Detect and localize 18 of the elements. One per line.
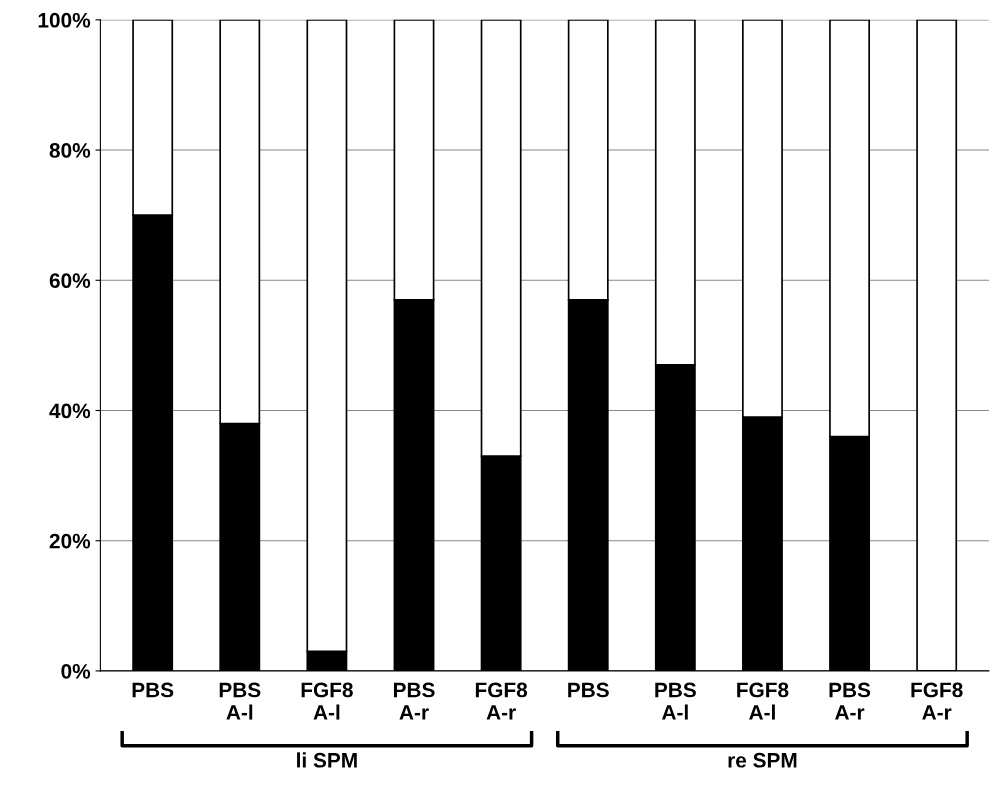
y-tick-label: 80% (49, 143, 91, 158)
y-tick-label: 0% (61, 663, 91, 679)
y-tick-label: 20% (49, 533, 91, 549)
y-tick-label: 100% (38, 12, 91, 28)
text: re SPM (728, 752, 797, 768)
x-tick-label: PBS (132, 682, 174, 698)
x-tick-label: PBS A-l (655, 682, 696, 720)
x-tick-label: FGF8 A-r (475, 682, 528, 720)
x-tick-label: PBS A-r (393, 682, 435, 720)
y-tick-label: 40% (49, 403, 91, 419)
x-tick-label: PBS (568, 682, 609, 698)
y-tick-label: 60% (49, 273, 91, 289)
x-tick-label: PBS A-l (219, 682, 261, 720)
text: li SPM (297, 752, 357, 768)
x-tick-label: PBS A-r (829, 682, 871, 720)
x-tick-label: FGF8 A-r (911, 682, 963, 720)
x-tick-label: FGF8 A-l (737, 682, 789, 720)
x-tick-label: FGF8 A-l (301, 682, 353, 720)
